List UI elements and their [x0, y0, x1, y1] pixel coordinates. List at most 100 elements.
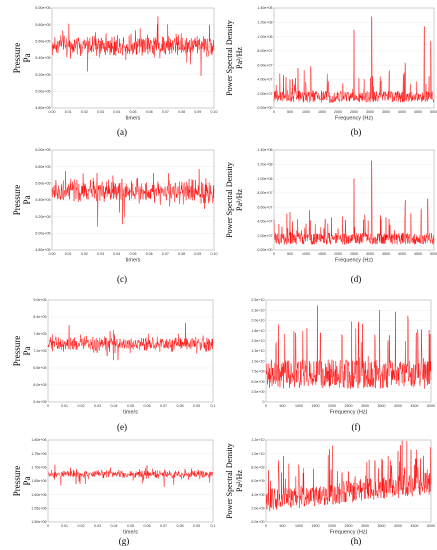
y-tick-label: 5.40e+05	[35, 198, 50, 202]
x-tick-label: 2000	[328, 524, 336, 528]
x-tick-label: 500	[287, 252, 293, 256]
series-line	[273, 16, 435, 103]
x-tick-label: 3500	[382, 110, 390, 114]
x-tick-label: 5000	[430, 252, 437, 256]
x-tick-label: 1000	[302, 110, 310, 114]
panel-label: (a)	[117, 127, 127, 137]
y-axis-label: Pressure	[12, 185, 22, 216]
x-axis-label: Frequency (Hz)	[330, 530, 368, 536]
y-tick-label: 1.00e+08	[257, 177, 272, 181]
y-tick-label: 6.00e+05	[35, 148, 50, 152]
x-tick-label: 0.10	[211, 110, 218, 114]
x-tick-label: 0.08	[178, 110, 185, 114]
y-tick-label: 4.80e+05	[35, 248, 50, 252]
x-tick-label: 0	[47, 524, 49, 528]
y-tick-label: 7.8e+05	[33, 332, 46, 336]
x-tick-label: 0.08	[178, 252, 185, 256]
plot-frame	[273, 149, 435, 251]
x-tick-label: 0	[265, 404, 267, 408]
x-tick-label: 3000	[361, 404, 369, 408]
x-tick-label: 4500	[414, 110, 422, 114]
x-tick-label: 3500	[378, 404, 386, 408]
x-tick-label: 1500	[318, 252, 326, 256]
x-tick-label: 1000	[295, 524, 303, 528]
panel-c: 4.80e+05 5.00e+05 5.20e+05 5.40e+05 5.60e+05…	[12, 148, 218, 284]
x-tick-label: 3000	[361, 524, 369, 528]
x-tick-label: 0.04	[113, 252, 120, 256]
x-tick-label: 0.1	[211, 404, 216, 408]
x-tick-label: 500	[280, 524, 286, 528]
y-tick-label: 5.60e+05	[35, 182, 50, 186]
panel-label: (f)	[352, 422, 361, 432]
x-tick-label: 0.01	[65, 252, 72, 256]
x-tick-label: 3500	[378, 524, 386, 528]
x-tick-label: 4000	[394, 524, 402, 528]
y-tick-label: 1.8e+10	[251, 329, 264, 333]
y-tick-label: 0.0e+00	[251, 520, 264, 524]
panel-label: (e)	[117, 422, 127, 432]
y-axis-unit: Pa²/Hz	[235, 470, 244, 492]
panel-f: 0 2.5e+09 5.0e+09 7.5e+09 1.0e+10 1.3e+10 1.5e…	[251, 298, 435, 432]
y-axis-unit: Pa²/Hz	[235, 47, 244, 69]
plot-frame	[47, 439, 214, 523]
panel-e: 5.4e+05 6.0e+05 6.6e+05 7.2e+05 7.8e+05 8.4e+…	[12, 298, 216, 432]
y-tick-label: 6.0e+05	[33, 383, 46, 387]
y-tick-label: 4.0e+09	[251, 493, 264, 497]
y-axis-label: Pressure	[12, 336, 22, 367]
y-tick-label: 8.0e+09	[251, 466, 264, 470]
x-tick-label: 0.03	[97, 252, 104, 256]
y-tick-label: 5.40e+05	[35, 56, 50, 60]
y-tick-label: 2.0e+09	[251, 507, 264, 511]
y-tick-label: 2.5e+10	[251, 298, 264, 302]
x-tick-label: 0.03	[97, 110, 104, 114]
x-tick-label: 0.09	[193, 404, 200, 408]
x-tick-label: 500	[287, 110, 293, 114]
y-tick-label: 2.00e+07	[257, 92, 272, 96]
y-tick-label: 5.80e+05	[35, 165, 50, 169]
panel-b: 0.00e+00 2.00e+07 4.00e+07 6.00e+07 8.00e+07…	[225, 6, 437, 137]
x-tick-label: 0.05	[127, 404, 134, 408]
x-tick-label: 0.05	[127, 524, 134, 528]
x-tick-label: 0.04	[111, 404, 118, 408]
x-tick-label: 0.04	[111, 524, 118, 528]
x-tick-label: 0.06	[146, 110, 153, 114]
x-tick-label: 0.05	[130, 252, 137, 256]
y-tick-label: 9.0e+05	[33, 298, 46, 302]
x-tick-label: 4000	[398, 110, 406, 114]
x-tick-label: 0.07	[160, 404, 167, 408]
plot-frame	[51, 149, 215, 251]
x-tick-label: 0.06	[144, 404, 151, 408]
y-tick-label: 1.75e+06	[31, 452, 46, 456]
y-axis-unit: Pa	[22, 476, 32, 485]
x-tick-label: 0.01	[65, 110, 72, 114]
y-tick-label: 7.2e+05	[33, 349, 46, 353]
y-tick-label: 4.00e+07	[257, 78, 272, 82]
x-tick-label: 4000	[394, 404, 402, 408]
x-tick-label: 2000	[334, 252, 342, 256]
panel-d: 0.00e+00 2.00e+07 4.00e+07 6.00e+07 8.00e+07…	[225, 148, 437, 284]
y-tick-label: 1.50e+06	[31, 520, 46, 524]
x-axis-label: time/s	[123, 530, 138, 536]
x-tick-label: 5000	[430, 110, 437, 114]
y-tick-label: 6.00e+05	[35, 6, 50, 10]
x-tick-label: 0.06	[146, 252, 153, 256]
panel-label: (g)	[119, 536, 130, 546]
y-tick-label: 1.60e+06	[31, 493, 46, 497]
y-tick-label: 5.80e+05	[35, 23, 50, 27]
y-axis-label: Pressure	[12, 466, 22, 497]
y-tick-label: 1.80e+06	[31, 438, 46, 442]
y-tick-label: 1.65e+06	[31, 479, 46, 483]
x-tick-label: 0.07	[160, 524, 167, 528]
x-tick-label: 0	[273, 110, 275, 114]
y-axis-unit: Pa²/Hz	[235, 189, 244, 211]
y-tick-label: 6.0e+09	[251, 479, 264, 483]
panel-label: (c)	[117, 274, 127, 284]
x-tick-label: 1000	[302, 252, 310, 256]
y-tick-label: 7.5e+09	[251, 370, 264, 374]
series-line	[51, 169, 215, 227]
x-tick-label: 4500	[411, 404, 419, 408]
x-axis-label: Frequency (Hz)	[335, 258, 373, 264]
series-line	[265, 440, 432, 512]
x-tick-label: 2500	[350, 252, 358, 256]
